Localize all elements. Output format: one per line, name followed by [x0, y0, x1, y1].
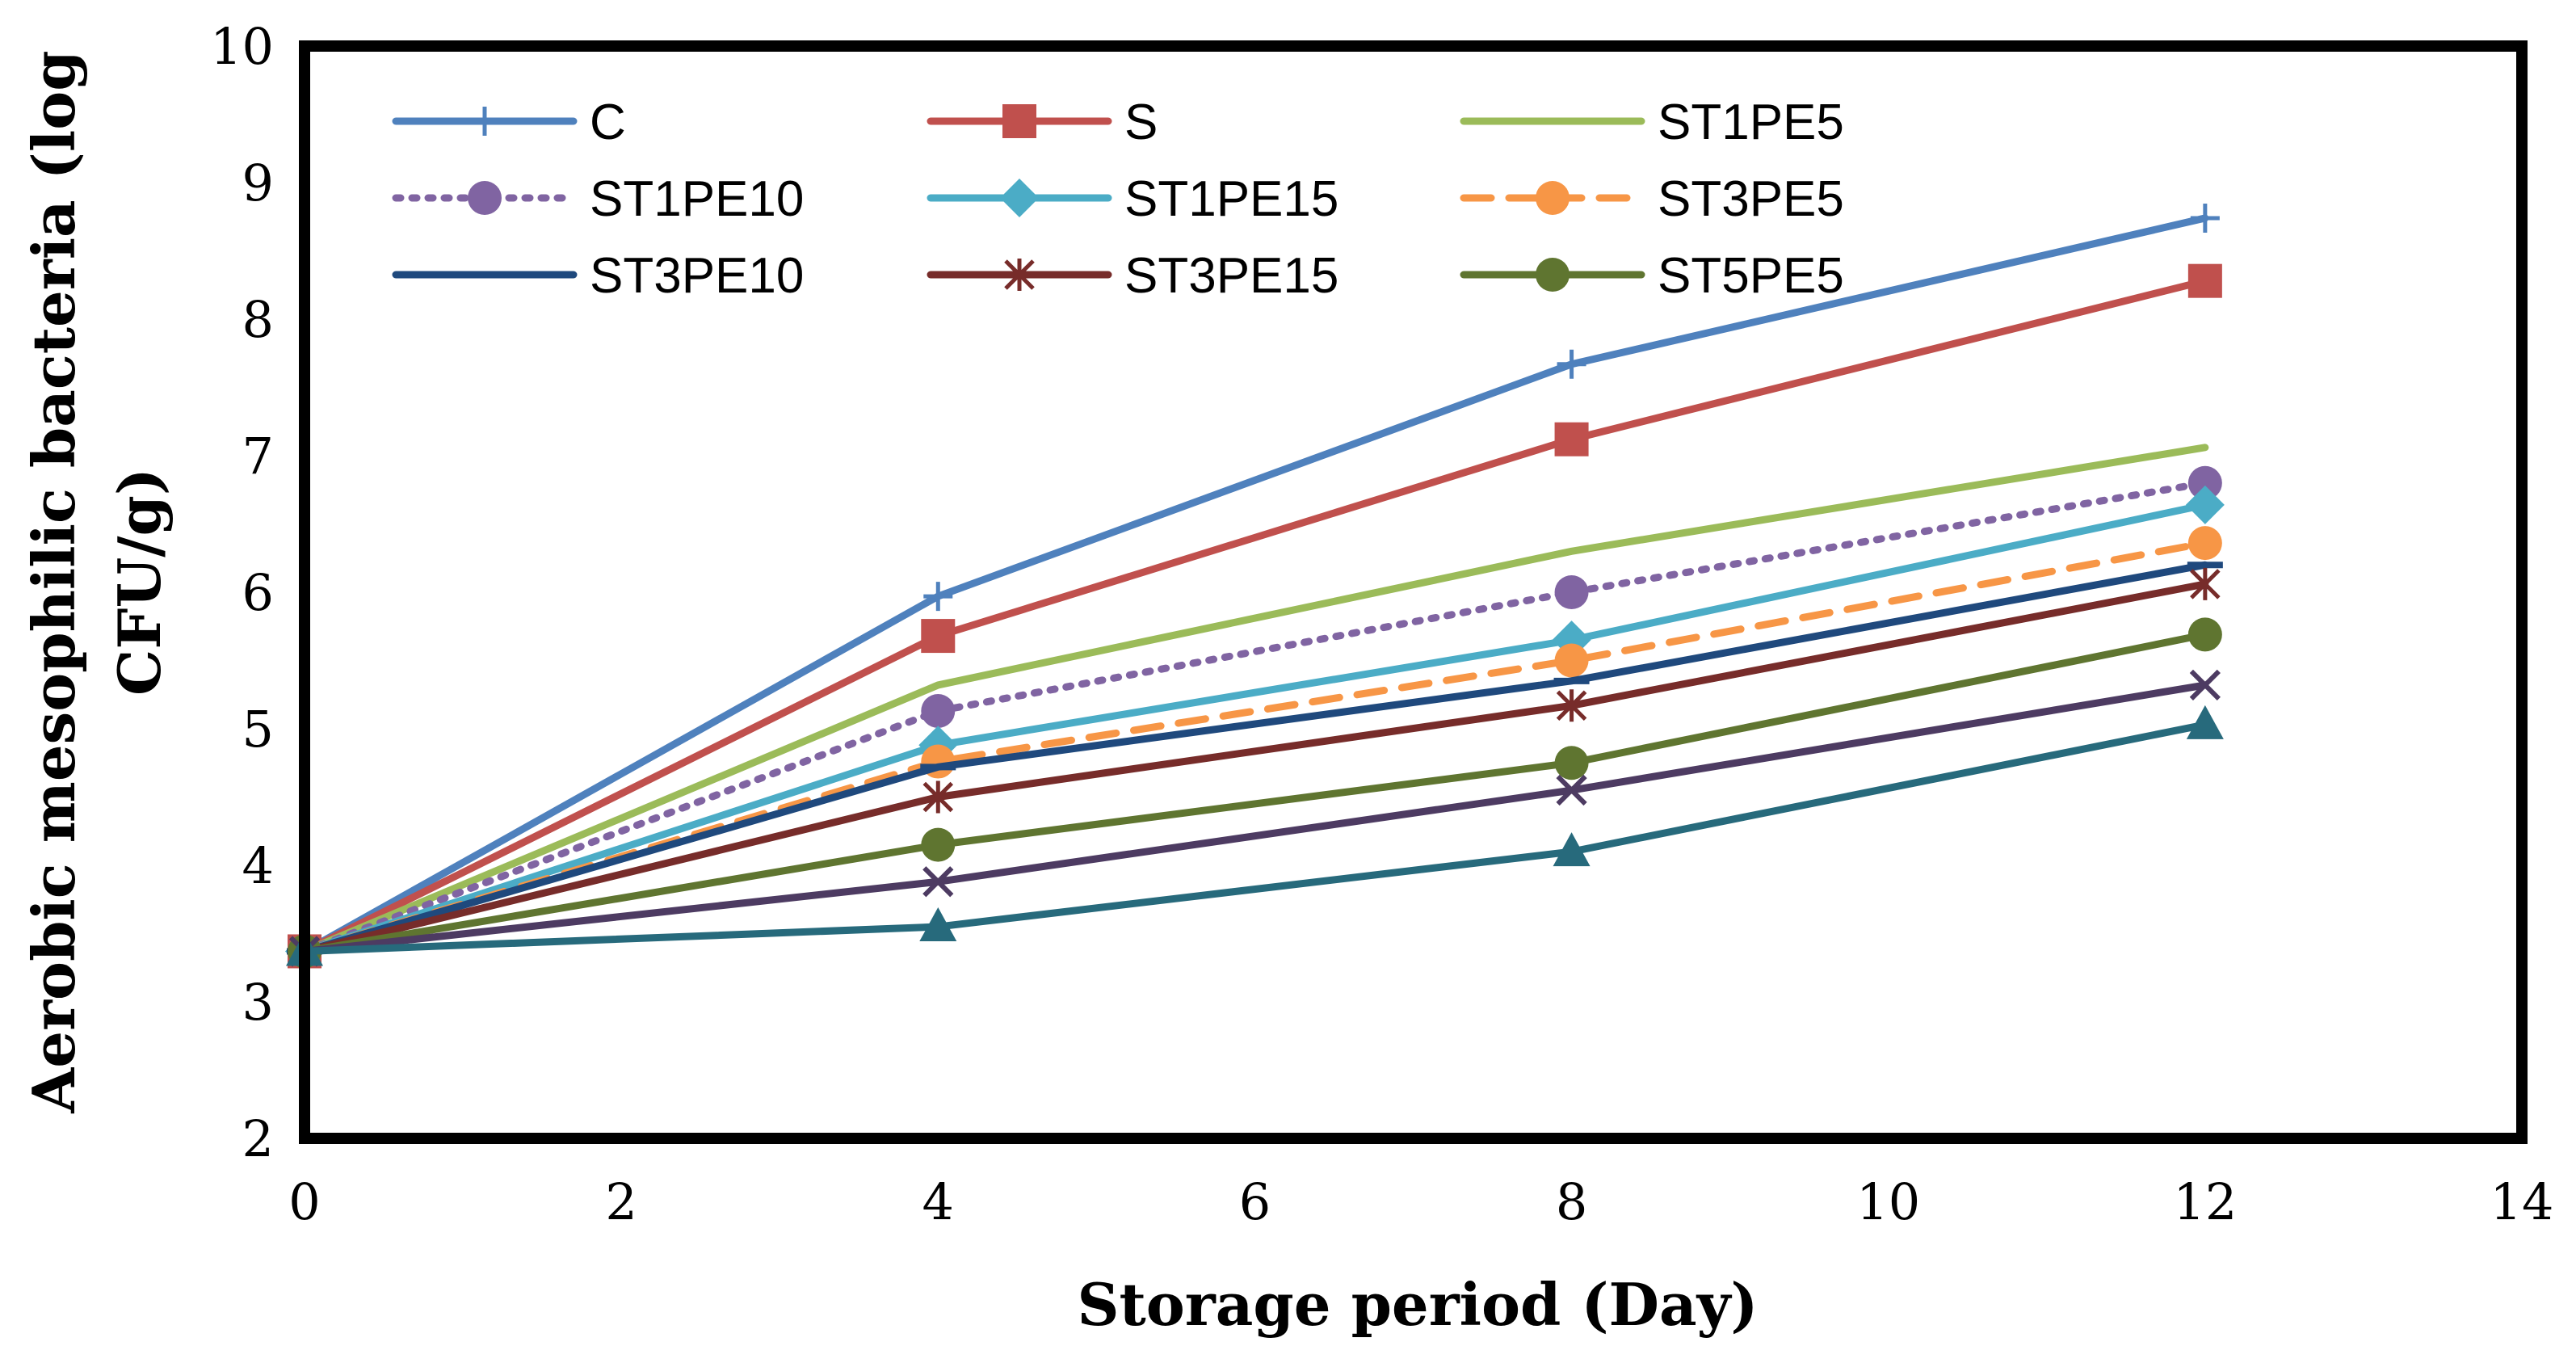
x-tick-label: 12	[2173, 1172, 2237, 1231]
legend-item-c: C	[392, 95, 626, 150]
series-line-st5pe5	[300, 630, 2209, 955]
legend-item-st1pe5: ST1PE5	[1460, 95, 1844, 150]
data-point-c	[2190, 203, 2220, 233]
data-point-st5pe10	[922, 866, 954, 898]
legend-marker-st1pe10	[468, 181, 502, 215]
legend-label-st3pe5: ST3PE5	[1658, 171, 1844, 227]
series-line-st1pe10	[300, 479, 2209, 955]
series-line-st1pe5	[300, 444, 2209, 955]
y-axis-title-line-2: CFU/g)	[105, 468, 174, 696]
legend-item-st3pe15: ST3PE15	[927, 248, 1338, 304]
x-tick-label: 6	[1239, 1172, 1271, 1231]
series-line-st1pe15	[300, 501, 2209, 955]
legend-label-st1pe15: ST1PE15	[1124, 171, 1338, 227]
series-layer	[285, 203, 2225, 971]
x-tick-label: 4	[922, 1172, 954, 1231]
x-tick-label: 14	[2490, 1172, 2554, 1231]
legend-item-st3pe5: ST3PE5	[1460, 171, 1844, 227]
series-line-s	[300, 277, 2209, 955]
legend-label-st5pe5: ST5PE5	[1658, 248, 1844, 304]
y-tick-label: 7	[242, 427, 274, 486]
legend-item-st5pe5: ST5PE5	[1460, 248, 1844, 304]
data-point-st5pe15	[2186, 705, 2224, 739]
data-point-st1pe10	[921, 694, 956, 729]
y-tick-label: 10	[210, 17, 274, 76]
series-st5pe15	[286, 705, 2224, 966]
y-tick-label: 4	[242, 836, 274, 895]
legend-label-st3pe10: ST3PE10	[590, 248, 804, 304]
data-point-st3pe15	[922, 780, 954, 814]
data-point-s	[921, 619, 956, 654]
data-point-st3pe15	[2190, 567, 2221, 600]
data-point-st5pe5	[921, 827, 956, 862]
y-tick-label: 5	[242, 700, 274, 759]
series-line-st3pe15	[300, 580, 2209, 955]
legend-item-st1pe10: ST1PE10	[392, 171, 804, 227]
legend-label-s: S	[1124, 95, 1158, 150]
x-axis-title: Storage period (Day)	[1077, 1270, 1758, 1339]
y-tick-label: 9	[242, 154, 274, 212]
series-line-st5pe15	[300, 721, 2209, 955]
series-line-st5pe10	[300, 681, 2209, 955]
y-tick-label: 6	[242, 563, 274, 622]
x-tick-label: 8	[1556, 1172, 1587, 1231]
data-point-c	[923, 582, 953, 612]
legend-label-st1pe10: ST1PE10	[590, 171, 804, 227]
legend-label-c: C	[590, 95, 626, 150]
series-st1pe5	[300, 444, 2209, 955]
legend-item-s: S	[927, 95, 1158, 150]
legend-item-st1pe15: ST1PE15	[927, 171, 1338, 227]
legend-marker-st3pe15	[1004, 259, 1035, 291]
legend-label-st3pe15: ST3PE15	[1124, 248, 1338, 304]
y-tick-label: 8	[242, 290, 274, 349]
data-point-st5pe15	[1553, 832, 1591, 867]
legend-marker-c	[470, 107, 499, 136]
legend-marker-s	[1002, 104, 1036, 138]
y-axis-title-line-1: Aerobic mesophilic bacteria (log	[19, 50, 88, 1113]
data-point-st1pe10	[2187, 465, 2222, 500]
data-point-st5pe10	[2189, 669, 2221, 701]
legend-marker-st3pe5	[1536, 181, 1570, 215]
data-point-c	[1557, 349, 1586, 379]
plot-frame	[299, 40, 2528, 1144]
data-point-st5pe15	[919, 907, 957, 942]
data-point-st3pe15	[1556, 689, 1587, 722]
y-tick-label: 2	[242, 1109, 274, 1168]
data-point-st5pe5	[2187, 617, 2222, 652]
series-line-st3pe10	[300, 561, 2209, 955]
data-point-st3pe5	[1554, 643, 1589, 678]
legend-marker-st1pe15	[1000, 179, 1039, 217]
y-tick-label: 3	[242, 973, 274, 1032]
data-point-s	[1554, 422, 1589, 456]
x-tick-label: 10	[1856, 1172, 1920, 1231]
legend: C S ST1PE5 ST1PE10 ST1PE15 ST3PE5 ST3PE10 ST3PE…	[392, 95, 1844, 304]
legend-marker-st5pe5	[1536, 258, 1570, 292]
legend-label-st1pe5: ST1PE5	[1658, 95, 1844, 150]
x-tick-label: 2	[605, 1172, 637, 1231]
legend-item-st3pe10: ST3PE10	[392, 248, 804, 304]
data-point-st5pe5	[1554, 746, 1589, 780]
data-point-st1pe10	[1554, 575, 1589, 609]
data-point-st5pe10	[1556, 774, 1587, 806]
data-point-st3pe5	[2187, 526, 2222, 561]
data-point-st1pe15	[2185, 485, 2225, 524]
x-tick-label: 0	[288, 1172, 320, 1231]
data-point-s	[2187, 263, 2222, 298]
series-line-c	[300, 214, 2209, 955]
